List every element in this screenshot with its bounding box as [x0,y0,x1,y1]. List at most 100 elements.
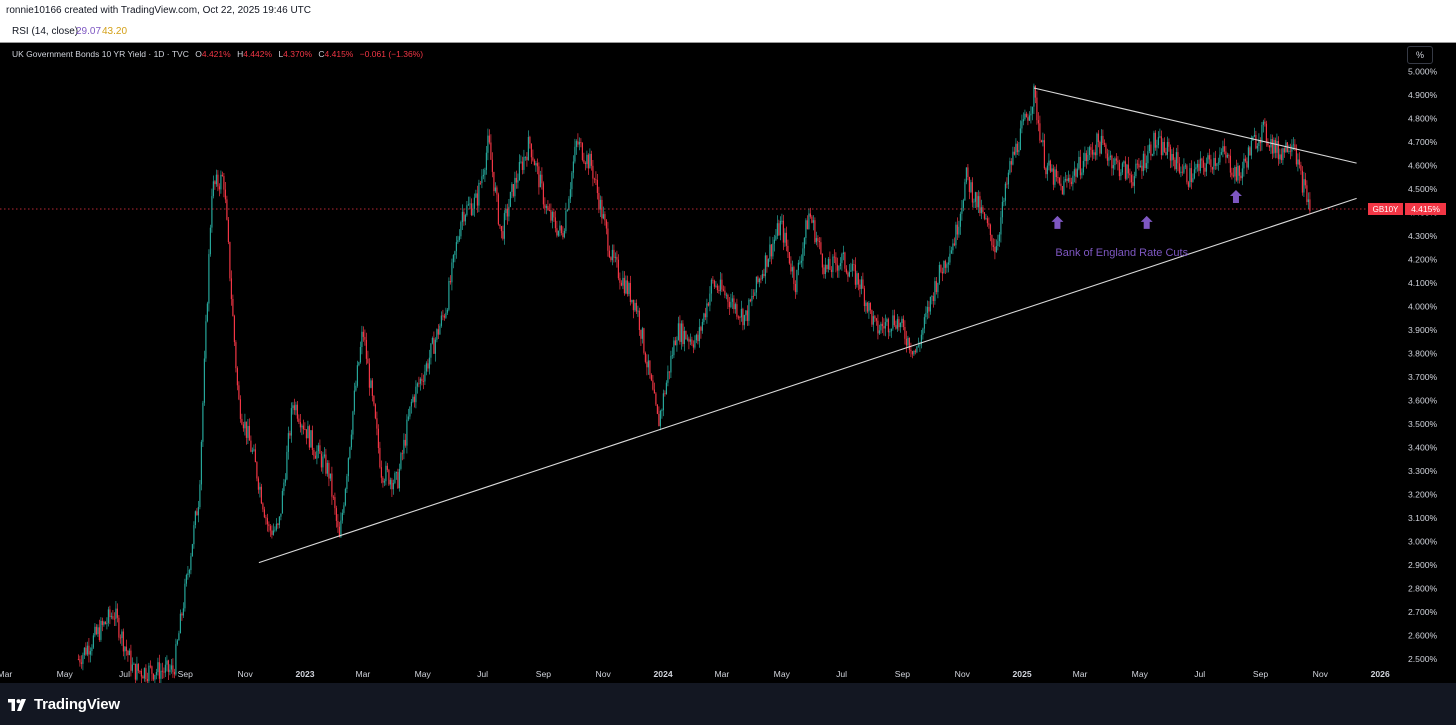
candle-body [509,191,511,207]
candle-body [202,402,204,442]
candle-body [523,157,525,170]
candle-body [1199,158,1201,171]
candle-body [1213,158,1215,170]
candle-body [670,355,672,373]
candle-body [866,302,868,312]
candle-body [482,174,484,177]
candle-body [695,334,697,341]
candle-body [191,544,193,557]
candle-body [1204,167,1206,172]
candle-body [1309,199,1311,211]
candle-body [716,285,718,291]
candle-body [548,210,550,211]
candle-body [1112,165,1114,169]
candle-body [827,258,829,270]
candle-body [1159,136,1161,138]
candle-body [187,573,189,575]
candle-body [898,319,900,328]
candle-body [881,323,883,327]
candle-body [809,213,811,217]
candle-body [797,262,799,270]
candle-body [923,317,925,329]
candle-body [602,214,604,219]
candle-body [77,659,79,660]
candle-body [1046,165,1048,175]
candle-body [842,252,844,254]
candle-body [983,212,985,219]
candle-body [922,328,924,335]
candle-body [746,310,748,321]
candle-body [1175,152,1177,170]
candle-body [935,281,937,292]
candle-body [1019,128,1021,150]
candle-body [82,654,84,664]
legend-change: −0.061 (−1.36%) [359,49,424,59]
candle-body [686,338,688,340]
candle-body [1300,164,1302,171]
candle-body [466,205,468,216]
candle-body [743,315,745,326]
candle-body [193,525,195,545]
candle-body [724,290,726,296]
candle-body [953,243,955,246]
candle-body [98,627,100,640]
candle-body [871,310,873,325]
chart-area[interactable]: Bank of England Rate Cuts 5.000% 4.900% 4.… [0,43,1456,683]
candle-body [820,242,822,254]
symbol-tag [1368,203,1403,215]
candle-body [79,659,81,663]
candle-body [136,663,138,680]
candle-body [1202,160,1204,168]
candle-body [572,161,574,173]
candle-body [343,505,345,513]
rate-cut-arrow-icon [1140,215,1153,229]
candle-body [175,644,177,675]
candle-body [940,265,942,272]
candle-body [617,259,619,279]
candle-body [568,198,570,210]
legend-high-key: H [237,49,244,59]
candle-body [349,447,351,459]
y-tick-label: 4.700% [1408,137,1438,147]
candle-body [685,331,687,340]
candle-body [557,230,559,236]
x-tick-label: Sep [1253,669,1269,679]
candle-body [1123,161,1125,164]
candle-body [682,323,684,344]
candle-body [284,479,286,483]
candle-body [544,204,546,208]
candle-body [1043,140,1045,169]
candle-body [1153,132,1155,155]
candle-body [239,399,241,419]
y-tick-label: 3.400% [1408,443,1438,453]
candle-body [1205,163,1207,172]
candle-body [307,426,309,439]
y-tick-label: 3.900% [1408,325,1438,335]
candle-body [262,503,264,510]
candle-body [119,637,121,639]
candle-body [1012,151,1014,165]
legend-close-key: C [318,49,325,59]
candle-body [227,219,229,242]
percent-toggle-button[interactable]: % [1407,46,1433,64]
price-chart[interactable]: Bank of England Rate Cuts 5.000% 4.900% 4.… [0,43,1456,683]
rsi-pane[interactable]: RSI (14, close) 29.07 43.20 [0,22,1456,43]
candle-body [361,331,363,347]
candle-body [847,272,849,277]
candle-body [1075,169,1077,177]
candle-body [874,316,876,319]
candle-body [142,676,144,679]
symbol-legend[interactable]: UK Government Bonds 10 YR Yield · 1D · T… [12,49,423,59]
tradingview-logo[interactable]: TradingView [8,696,120,713]
candle-body [1118,162,1120,177]
candle-body [1072,175,1074,184]
candle-body [496,187,498,195]
candle-body [899,322,901,328]
candle-body [494,187,496,192]
candle-body [800,260,802,263]
candle-body [851,264,853,271]
candle-body [344,488,346,506]
candle-body [353,390,355,412]
candle-body [233,316,235,343]
candle-body [709,293,711,306]
